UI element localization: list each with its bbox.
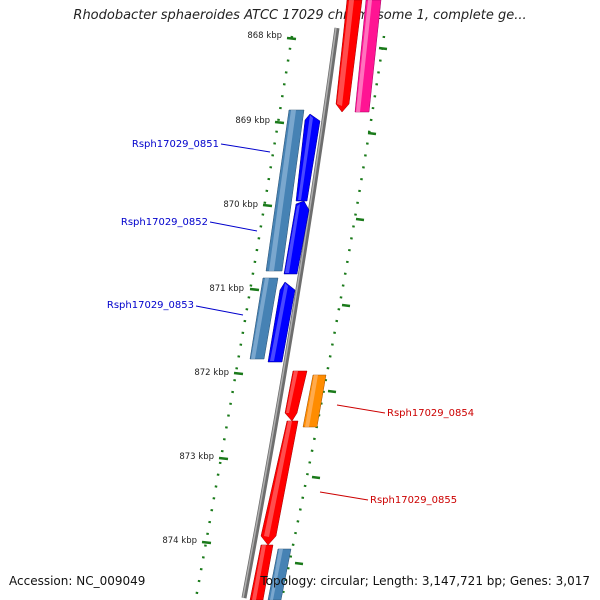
right-scale-ruler — [280, 35, 386, 599]
leader-line-0854 — [336, 404, 386, 414]
gene-label-0851[interactable]: Rsph17029_0851 — [132, 139, 219, 150]
leader-line-0855 — [319, 491, 369, 501]
gene-label-0855[interactable]: Rsph17029_0855 — [370, 495, 457, 506]
scale-label-869: 869 kbp — [235, 116, 270, 126]
left-scale-ruler — [194, 35, 294, 599]
major-ticks-right — [294, 46, 388, 566]
gene-label-0853[interactable]: Rsph17029_0853 — [107, 300, 194, 311]
major-ticks-left — [201, 36, 297, 545]
accession-label: Accession: NC_009049 — [9, 574, 146, 588]
topology-label: Topology: circular; Length: 3,147,721 bp… — [260, 574, 590, 588]
chromosome-backbone — [241, 27, 340, 599]
gene-label-0852[interactable]: Rsph17029_0852 — [121, 217, 208, 228]
scale-label-868: 868 kbp — [247, 31, 282, 41]
scale-label-874: 874 kbp — [162, 536, 197, 546]
scale-label-873: 873 kbp — [179, 452, 214, 462]
leader-line-0851 — [220, 143, 271, 153]
leader-line-0852 — [209, 221, 258, 232]
leader-line-0853 — [195, 305, 244, 316]
scale-label-872: 872 kbp — [194, 368, 229, 378]
scale-label-871: 871 kbp — [209, 284, 244, 294]
gene-reverse-0854-red[interactable] — [284, 370, 308, 422]
map-title: Rhodobacter sphaeroides ATCC 17029 chrom… — [73, 8, 527, 23]
gene-label-0854[interactable]: Rsph17029_0854 — [387, 408, 474, 419]
scale-label-870: 870 kbp — [223, 200, 258, 210]
